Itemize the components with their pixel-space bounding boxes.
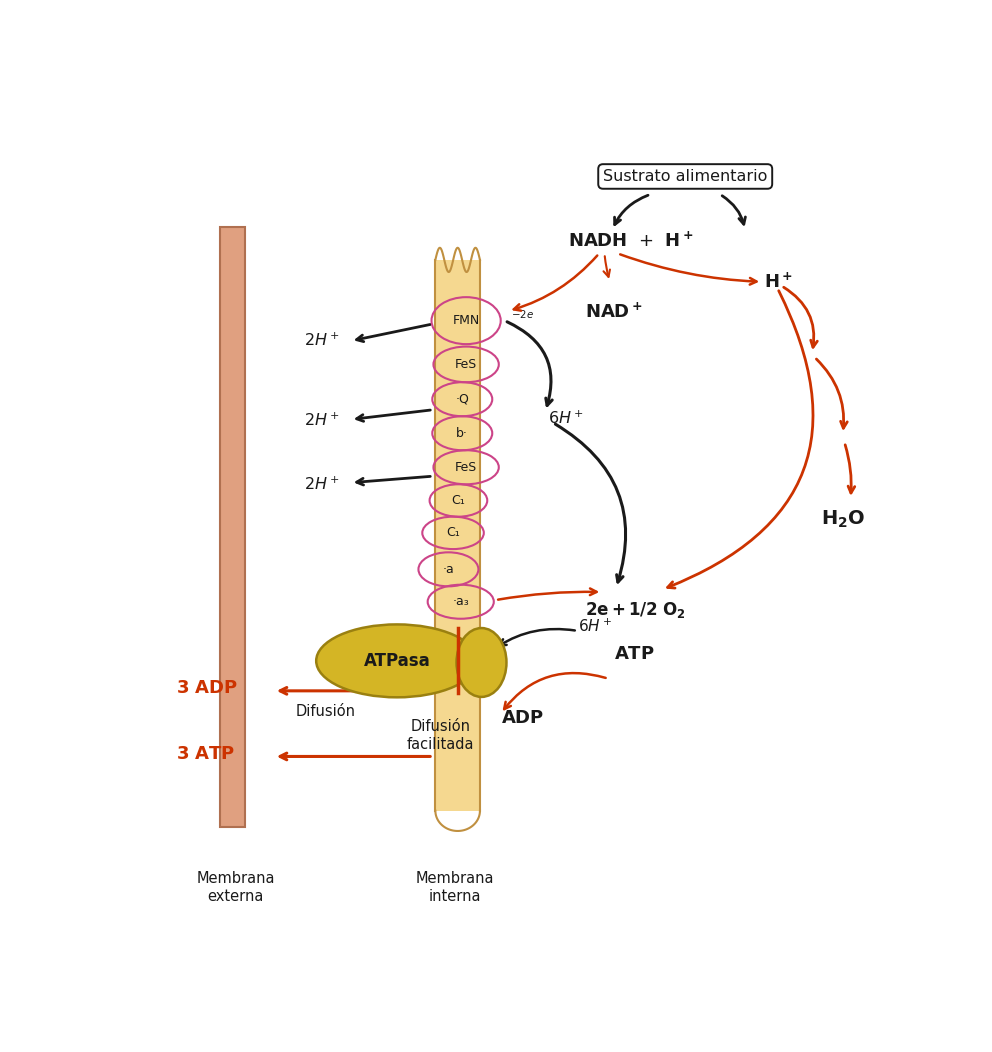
Ellipse shape bbox=[456, 628, 507, 696]
Text: $\mathbf{NADH}$  +  $\mathbf{H^+}$: $\mathbf{NADH}$ + $\mathbf{H^+}$ bbox=[568, 231, 694, 251]
Text: $\mathbf{3\ ADP}$: $\mathbf{3\ ADP}$ bbox=[177, 679, 238, 696]
Text: b·: b· bbox=[456, 427, 468, 440]
Bar bbox=[220, 227, 245, 827]
Bar bbox=[435, 260, 480, 811]
Text: $\mathbf{ADP}$: $\mathbf{ADP}$ bbox=[501, 709, 544, 727]
Text: C₁: C₁ bbox=[446, 526, 460, 540]
Text: Difusión
facilitada: Difusión facilitada bbox=[407, 720, 474, 751]
Text: C₁: C₁ bbox=[451, 494, 465, 507]
Text: Difusión: Difusión bbox=[296, 704, 355, 719]
Text: $2H^+$: $2H^+$ bbox=[304, 411, 339, 429]
Text: $\mathbf{H^+}$: $\mathbf{H^+}$ bbox=[764, 272, 793, 291]
Text: $6H^+$: $6H^+$ bbox=[549, 409, 584, 426]
Text: Membrana
externa: Membrana externa bbox=[196, 871, 275, 904]
Text: ATPasa: ATPasa bbox=[363, 652, 431, 670]
Text: $\mathbf{2e + 1/2\ O_2}$: $\mathbf{2e + 1/2\ O_2}$ bbox=[585, 600, 685, 620]
Text: ·Q: ·Q bbox=[455, 392, 469, 406]
Text: $\mathbf{3\ ATP}$: $\mathbf{3\ ATP}$ bbox=[177, 745, 235, 763]
Text: $\mathbf{ATP}$: $\mathbf{ATP}$ bbox=[614, 645, 655, 664]
Text: $^{-2e}$: $^{-2e}$ bbox=[511, 311, 534, 326]
Text: FeS: FeS bbox=[455, 358, 477, 371]
Text: Sustrato alimentario: Sustrato alimentario bbox=[603, 169, 768, 184]
Text: FMN: FMN bbox=[452, 315, 480, 327]
Text: FeS: FeS bbox=[455, 461, 477, 473]
Text: ·a₃: ·a₃ bbox=[452, 595, 469, 608]
Text: $2H^+$: $2H^+$ bbox=[304, 476, 339, 493]
Ellipse shape bbox=[316, 625, 478, 697]
Text: $\mathbf{NAD^+}$: $\mathbf{NAD^+}$ bbox=[585, 303, 643, 322]
Text: Membrana
interna: Membrana interna bbox=[416, 871, 494, 904]
Text: ·a: ·a bbox=[442, 563, 454, 575]
Text: $2H^+$: $2H^+$ bbox=[304, 331, 339, 349]
Text: $6H^+$: $6H^+$ bbox=[577, 619, 612, 635]
Text: $\mathbf{H_2O}$: $\mathbf{H_2O}$ bbox=[820, 508, 865, 530]
